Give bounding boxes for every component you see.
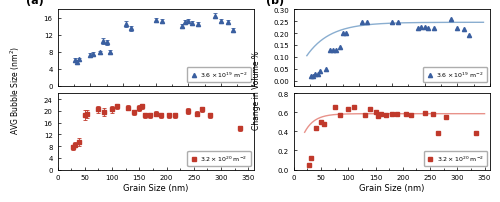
Legend: $3.6 \times 10^{19}$ m$^{-2}$: $3.6 \times 10^{19}$ m$^{-2}$ bbox=[423, 67, 487, 83]
Text: Change in Volume %: Change in Volume % bbox=[252, 50, 261, 129]
Legend: $3.2 \times 10^{20}$ m$^{-2}$: $3.2 \times 10^{20}$ m$^{-2}$ bbox=[188, 151, 250, 167]
Legend: $3.6 \times 10^{19}$ m$^{-2}$: $3.6 \times 10^{19}$ m$^{-2}$ bbox=[187, 67, 250, 83]
Legend: $3.2 \times 10^{20}$ m$^{-2}$: $3.2 \times 10^{20}$ m$^{-2}$ bbox=[424, 151, 487, 167]
X-axis label: Grain Size (nm): Grain Size (nm) bbox=[123, 183, 188, 192]
Text: (b): (b) bbox=[266, 0, 284, 5]
Text: (a): (a) bbox=[26, 0, 44, 5]
X-axis label: Grain Size (nm): Grain Size (nm) bbox=[359, 183, 424, 192]
Text: AVG Bubble Size (nm$^{2}$): AVG Bubble Size (nm$^{2}$) bbox=[8, 45, 22, 134]
